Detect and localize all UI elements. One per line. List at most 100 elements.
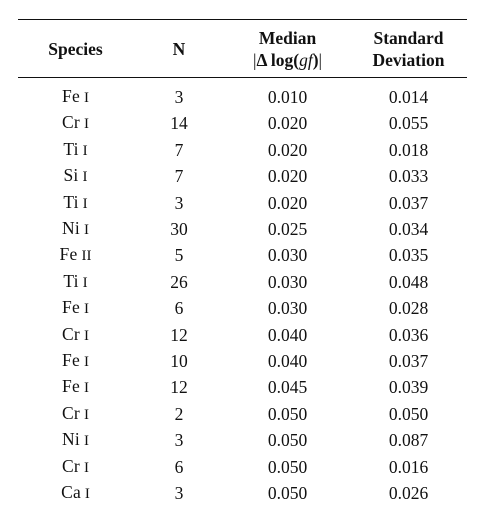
ionization-stage: I bbox=[82, 274, 88, 291]
element-symbol: Ti bbox=[63, 191, 79, 212]
median-cell: 0.030 bbox=[267, 298, 308, 319]
element-symbol: Ca bbox=[61, 482, 81, 503]
n-cell: 6 bbox=[174, 456, 184, 477]
header-median-line2: |Δ log(gf)| bbox=[225, 49, 350, 71]
table-row: Cr I 2 0.050 0.050 bbox=[18, 401, 467, 427]
ionization-stage: I bbox=[82, 169, 88, 186]
species-cell: Ti I bbox=[18, 137, 133, 163]
close-paren: ) bbox=[312, 49, 319, 70]
header-species-label: Species bbox=[48, 38, 103, 59]
n-cell: 3 bbox=[174, 192, 184, 213]
median-cell: 0.020 bbox=[267, 192, 308, 213]
median-cell: 0.040 bbox=[267, 324, 308, 345]
element-symbol: Cr bbox=[62, 402, 80, 423]
species-cell: Ca I bbox=[18, 480, 133, 506]
element-symbol: Fe bbox=[62, 376, 80, 397]
std-cell: 0.037 bbox=[388, 192, 429, 213]
std-cell: 0.039 bbox=[388, 377, 429, 398]
element-symbol: Cr bbox=[62, 112, 80, 133]
median-cell: 0.020 bbox=[267, 166, 308, 187]
std-cell: 0.055 bbox=[388, 113, 429, 134]
n-cell: 3 bbox=[174, 430, 184, 451]
species-table: Species N Median |Δ log(gf)| Standard De… bbox=[18, 20, 467, 77]
median-cell: 0.020 bbox=[267, 113, 308, 134]
n-cell: 10 bbox=[170, 351, 188, 372]
std-cell: 0.035 bbox=[388, 245, 429, 266]
ionization-stage: I bbox=[82, 142, 88, 159]
ionization-stage: I bbox=[83, 90, 89, 106]
std-cell: 0.014 bbox=[388, 87, 429, 107]
ionization-stage: I bbox=[83, 354, 89, 371]
std-cell: 0.050 bbox=[388, 403, 429, 424]
table-row: Fe I 3 0.010 0.014 bbox=[18, 78, 467, 110]
element-symbol: Cr bbox=[62, 455, 80, 476]
std-cell: 0.048 bbox=[388, 271, 429, 292]
std-cell: 0.026 bbox=[388, 483, 429, 504]
ionization-stage: I bbox=[83, 222, 89, 239]
std-cell: 0.087 bbox=[388, 430, 429, 451]
n-cell: 7 bbox=[174, 139, 184, 160]
ionization-stage: I bbox=[84, 486, 90, 503]
n-cell: 12 bbox=[170, 377, 188, 398]
std-cell: 0.018 bbox=[388, 139, 429, 160]
ionization-stage: I bbox=[83, 116, 89, 133]
element-symbol: Ni bbox=[62, 218, 80, 239]
header-n-label: N bbox=[172, 38, 186, 59]
median-cell: 0.045 bbox=[267, 377, 308, 398]
top-rule bbox=[18, 19, 467, 20]
element-symbol: Fe bbox=[62, 297, 80, 318]
table-row: Ti I 26 0.030 0.048 bbox=[18, 269, 467, 295]
ionization-stage: I bbox=[83, 380, 89, 397]
n-cell: 14 bbox=[170, 113, 188, 134]
median-cell: 0.020 bbox=[267, 139, 308, 160]
species-cell: Ni I bbox=[18, 427, 133, 453]
ionization-stage: II bbox=[81, 248, 92, 265]
median-cell: 0.040 bbox=[267, 351, 308, 372]
header-median: Median |Δ log(gf)| bbox=[225, 20, 350, 77]
median-cell: 0.030 bbox=[267, 271, 308, 292]
table-row: Ni I 30 0.025 0.034 bbox=[18, 216, 467, 242]
abs-right-bar: | bbox=[318, 49, 323, 70]
median-cell: 0.050 bbox=[267, 403, 308, 424]
ionization-stage: I bbox=[83, 433, 89, 450]
header-rule bbox=[18, 77, 467, 78]
header-median-line1: Median bbox=[258, 27, 317, 48]
n-cell: 7 bbox=[174, 166, 184, 187]
std-cell: 0.036 bbox=[388, 324, 429, 345]
header-n: N bbox=[133, 20, 225, 77]
species-cell: Si I bbox=[18, 163, 133, 189]
table-row: Cr I 12 0.040 0.036 bbox=[18, 322, 467, 348]
table-row: Fe I 6 0.030 0.028 bbox=[18, 295, 467, 321]
table-row: Fe I 12 0.045 0.039 bbox=[18, 374, 467, 400]
std-cell: 0.033 bbox=[388, 166, 429, 187]
delta-symbol: Δ bbox=[256, 49, 267, 70]
element-symbol: Ni bbox=[62, 429, 80, 450]
species-cell: Fe I bbox=[18, 374, 133, 400]
median-cell: 0.050 bbox=[267, 430, 308, 451]
gf-text: gf bbox=[299, 49, 313, 70]
n-cell: 6 bbox=[174, 298, 184, 319]
species-table-body: Fe I 3 0.010 0.014 Cr I 14 0.020 0.055 Ti I 7 0.020 0.… bbox=[18, 78, 467, 507]
std-cell: 0.016 bbox=[388, 456, 429, 477]
n-cell: 5 bbox=[174, 245, 184, 266]
ionization-stage: I bbox=[83, 459, 89, 476]
std-cell: 0.037 bbox=[388, 351, 429, 372]
median-cell: 0.030 bbox=[267, 245, 308, 266]
species-cell: Fe II bbox=[18, 242, 133, 268]
n-cell: 2 bbox=[174, 403, 184, 424]
header-std-line2: Deviation bbox=[372, 49, 445, 70]
table-row: Ca I 3 0.050 0.026 bbox=[18, 480, 467, 506]
species-cell: Fe I bbox=[18, 78, 133, 110]
species-cell: Cr I bbox=[18, 322, 133, 348]
data-table: Species N Median |Δ log(gf)| Standard De… bbox=[18, 19, 467, 507]
n-cell: 12 bbox=[170, 324, 188, 345]
species-cell: Cr I bbox=[18, 454, 133, 480]
table-row: Cr I 14 0.020 0.055 bbox=[18, 110, 467, 136]
ionization-stage: I bbox=[83, 327, 89, 344]
table-row: Cr I 6 0.050 0.016 bbox=[18, 454, 467, 480]
species-cell: Cr I bbox=[18, 401, 133, 427]
species-cell: Fe I bbox=[18, 295, 133, 321]
n-cell: 30 bbox=[170, 219, 188, 240]
median-cell: 0.025 bbox=[267, 219, 308, 240]
ionization-stage: I bbox=[82, 195, 88, 212]
